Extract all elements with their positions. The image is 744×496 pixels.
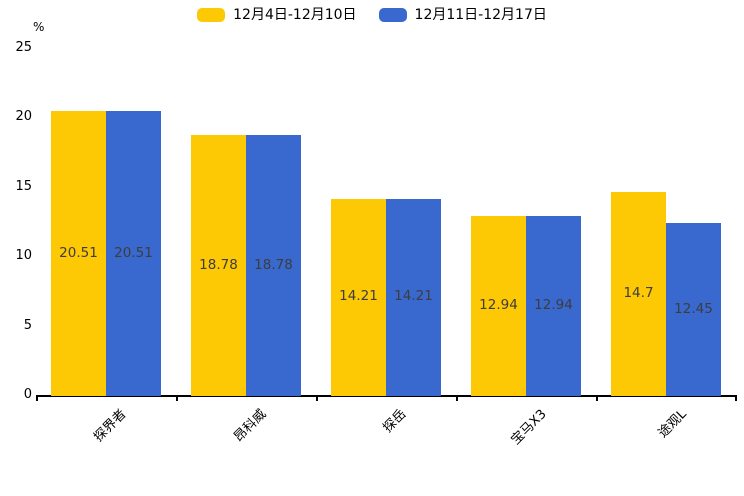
bar-week1-3 bbox=[331, 198, 386, 396]
bar-value-label: 18.78 bbox=[254, 256, 293, 273]
x-axis-tick bbox=[316, 396, 318, 401]
x-axis-category-label: 昂科威 bbox=[231, 406, 270, 446]
y-axis-tick-label: 20 bbox=[15, 109, 32, 125]
x-axis-tick bbox=[735, 396, 737, 401]
bar-value-label: 14.7 bbox=[623, 284, 654, 301]
legend: 12月4日-12月10日 12月11日-12月17日 bbox=[0, 6, 744, 24]
x-axis-category-label: 探界者 bbox=[91, 406, 130, 446]
y-axis-tick-label: 10 bbox=[15, 248, 32, 264]
bar-value-label: 20.51 bbox=[59, 244, 98, 261]
x-axis-category-label: 探岳 bbox=[380, 406, 410, 436]
y-axis-tick-label: 5 bbox=[23, 317, 32, 333]
bar-value-label: 14.21 bbox=[339, 288, 378, 305]
x-axis-tick bbox=[456, 396, 458, 401]
y-axis-tick-label: 0 bbox=[23, 387, 32, 402]
bar-value-label: 20.51 bbox=[114, 244, 153, 261]
bar-week2-1 bbox=[106, 111, 161, 396]
y-axis-tick-label: 15 bbox=[15, 178, 32, 194]
bar-week2-4 bbox=[526, 216, 581, 396]
bar-week2-5 bbox=[666, 223, 721, 396]
x-axis-category-label: 宝马X3 bbox=[508, 406, 550, 448]
y-axis-unit-label: % bbox=[33, 20, 45, 34]
x-axis-tick bbox=[596, 396, 598, 401]
y-axis-tick-label: 25 bbox=[15, 40, 32, 55]
bar-week1-5 bbox=[611, 191, 666, 396]
legend-item-series-1[interactable]: 12月4日-12月10日 bbox=[197, 6, 357, 24]
legend-swatch-icon bbox=[378, 8, 407, 22]
x-axis-category-label: 途观L bbox=[655, 406, 690, 441]
legend-swatch-icon bbox=[197, 8, 226, 22]
bar-value-label: 12.94 bbox=[534, 297, 573, 314]
x-axis-line bbox=[36, 395, 737, 397]
legend-item-label: 12月11日-12月17日 bbox=[414, 7, 547, 23]
legend-item-label: 12月4日-12月10日 bbox=[233, 7, 357, 23]
x-axis-tick bbox=[36, 396, 38, 401]
bar-week1-1 bbox=[51, 111, 106, 396]
bar-value-label: 12.94 bbox=[479, 297, 518, 314]
bar-value-label: 18.78 bbox=[199, 256, 238, 273]
x-axis-tick bbox=[176, 396, 178, 401]
legend-item-series-2[interactable]: 12月11日-12月17日 bbox=[378, 6, 547, 24]
bar-week1-2 bbox=[191, 135, 246, 396]
bar-value-label: 14.21 bbox=[394, 288, 433, 305]
bar-week2-3 bbox=[386, 198, 441, 396]
bar-week1-4 bbox=[471, 216, 526, 396]
bar-week2-2 bbox=[246, 135, 301, 396]
bar-value-label: 12.45 bbox=[674, 300, 713, 317]
